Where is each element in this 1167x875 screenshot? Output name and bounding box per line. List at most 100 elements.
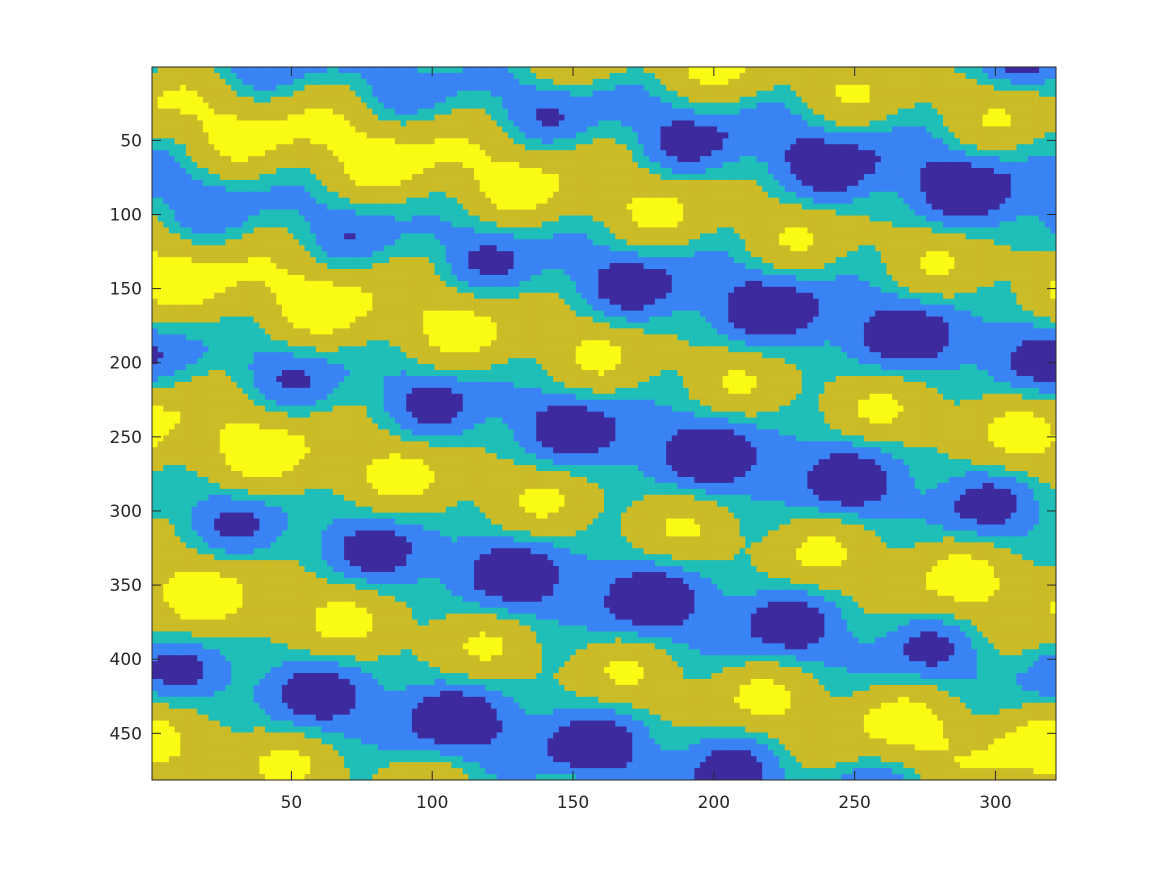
heatmap-cell <box>1005 173 1012 181</box>
heatmap-cell <box>1022 197 1029 205</box>
heatmap-cell <box>700 144 707 151</box>
heatmap-cell <box>993 239 1001 246</box>
heatmap-cell <box>1022 191 1029 199</box>
heatmap-cell <box>830 173 837 181</box>
heatmap-cell <box>389 227 396 234</box>
heatmap-cell <box>457 126 464 133</box>
heatmap-cell <box>694 233 701 240</box>
heatmap-cell <box>604 132 611 139</box>
heatmap-cell <box>338 251 345 258</box>
heatmap-cell <box>756 215 763 223</box>
heatmap-cell <box>1033 120 1040 128</box>
heatmap-cell <box>846 239 854 246</box>
heatmap-cell <box>688 84 695 92</box>
heatmap-cell <box>892 239 899 246</box>
heatmap-cell <box>909 215 916 223</box>
heatmap-cell <box>830 96 837 104</box>
heatmap-cell <box>965 138 972 145</box>
heatmap-cell <box>852 185 859 193</box>
heatmap-cell <box>1005 215 1012 223</box>
heatmap-cell <box>683 215 690 223</box>
heatmap-cell <box>479 203 486 211</box>
heatmap-cell <box>332 162 340 169</box>
heatmap-cell <box>903 78 910 86</box>
heatmap-cell <box>733 144 741 151</box>
heatmap-cell <box>846 191 854 199</box>
heatmap-cell <box>507 90 515 98</box>
heatmap-cell <box>1022 78 1029 86</box>
heatmap-cell <box>394 90 402 98</box>
heatmap-cell <box>604 203 611 211</box>
heatmap-cell <box>959 185 967 193</box>
heatmap-cell <box>683 227 690 234</box>
heatmap-cell <box>643 162 650 169</box>
heatmap-cell <box>1027 108 1034 116</box>
heatmap-cell <box>937 179 944 187</box>
heatmap-cell <box>332 67 340 74</box>
heatmap-cell <box>355 233 362 240</box>
heatmap-cell <box>411 90 419 98</box>
heatmap-cell <box>700 185 707 193</box>
heatmap-cell <box>745 150 752 157</box>
heatmap-cell <box>440 162 447 169</box>
heatmap-cell <box>677 173 684 181</box>
heatmap-cell <box>654 144 662 151</box>
heatmap-cell <box>920 179 927 187</box>
heatmap-cell <box>784 67 792 74</box>
heatmap-cell <box>281 102 289 110</box>
heatmap-cell <box>954 233 961 240</box>
heatmap-cell <box>502 138 509 145</box>
heatmap-cell <box>231 185 238 193</box>
heatmap-cell <box>976 227 984 234</box>
heatmap-cell <box>270 90 277 98</box>
heatmap-cell <box>558 239 566 246</box>
heatmap-cell <box>869 96 876 104</box>
heatmap-cell <box>558 150 566 157</box>
heatmap-cell <box>948 67 955 74</box>
heatmap-cell <box>163 245 170 252</box>
heatmap-cell <box>315 227 323 234</box>
heatmap-cell <box>304 191 311 199</box>
heatmap-cell <box>835 173 842 181</box>
heatmap-cell <box>366 173 373 181</box>
heatmap-cell <box>688 108 695 116</box>
heatmap-cell <box>417 138 424 145</box>
heatmap-cell <box>417 78 424 86</box>
heatmap-cell <box>604 144 611 151</box>
heatmap-cell <box>903 126 910 133</box>
heatmap-cell <box>818 67 825 74</box>
heatmap-cell <box>846 96 854 104</box>
heatmap-cell <box>270 72 277 80</box>
heatmap-cell <box>507 156 515 163</box>
heatmap-cell <box>880 78 888 86</box>
heatmap-cell <box>558 221 566 229</box>
heatmap-cell <box>733 197 741 205</box>
heatmap-cell <box>1039 197 1046 205</box>
heatmap-cell <box>287 197 294 205</box>
heatmap-cell <box>406 78 413 86</box>
heatmap-cell <box>248 156 255 163</box>
heatmap-cell <box>700 197 707 205</box>
heatmap-cell <box>920 72 927 80</box>
heatmap-cell <box>1044 239 1051 246</box>
heatmap-cell <box>1039 179 1046 187</box>
heatmap-cell <box>779 197 786 205</box>
heatmap-cell <box>157 227 164 234</box>
heatmap-cell <box>745 126 752 133</box>
heatmap-cell <box>265 233 272 240</box>
heatmap-cell <box>168 150 176 157</box>
heatmap-cell <box>491 185 498 193</box>
heatmap-cell <box>779 233 786 240</box>
heatmap-cell <box>937 132 944 139</box>
heatmap-cell <box>428 173 436 181</box>
heatmap-cell <box>378 150 385 157</box>
heatmap-cell <box>428 84 436 92</box>
heatmap-cell <box>1005 221 1012 229</box>
heatmap-cell <box>185 120 193 128</box>
heatmap-cell <box>609 203 616 211</box>
heatmap-cell <box>541 96 549 104</box>
heatmap-cell <box>796 144 803 151</box>
heatmap-cell <box>558 173 566 181</box>
heatmap-cell <box>406 162 413 169</box>
heatmap-cell <box>926 67 933 74</box>
